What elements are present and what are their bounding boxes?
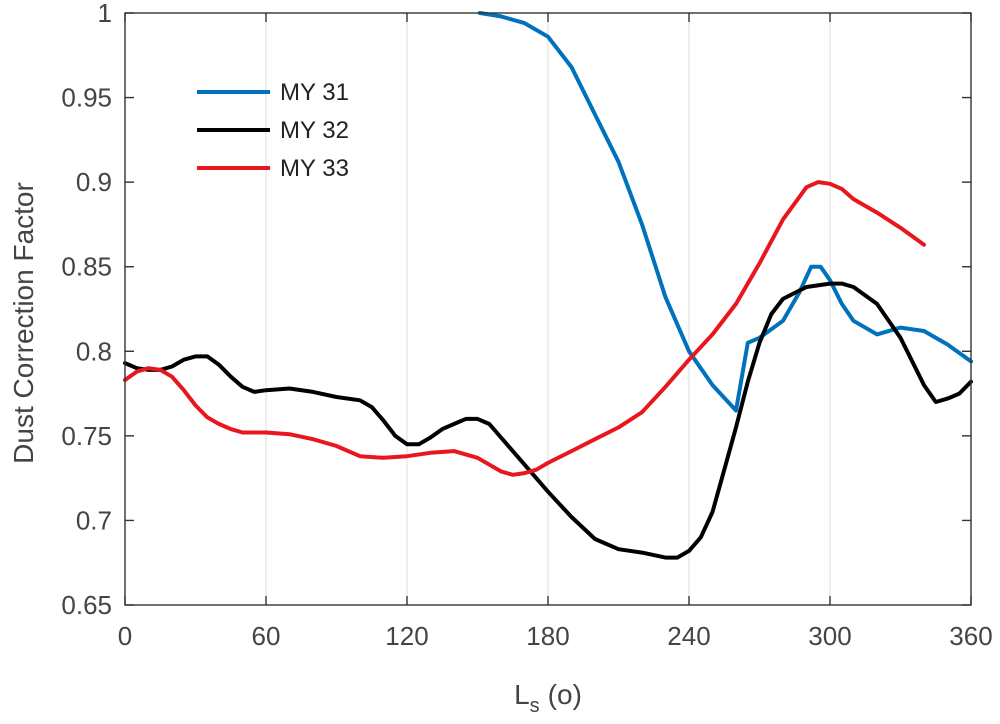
- x-axis-title-unit: (o): [548, 679, 582, 710]
- series-line-my-31: [477, 11, 973, 413]
- x-axis-title-main: L: [514, 679, 530, 710]
- legend-label-my-31: MY 31: [280, 79, 349, 106]
- x-tick-label: 0: [118, 621, 132, 651]
- y-tick-label: 0.9: [76, 167, 112, 197]
- y-tick-label: 0.85: [61, 252, 112, 282]
- y-tick-label: 0.95: [61, 83, 112, 113]
- series-lines: [123, 11, 973, 560]
- legend: MY 31 MY 32 MY 33: [197, 79, 349, 182]
- y-tick-labels: 0.65 0.7 0.75 0.8 0.85 0.9 0.95 1: [61, 0, 112, 620]
- series-line-my-32: [123, 281, 973, 560]
- x-tick-label: 360: [949, 621, 992, 651]
- x-tick-labels: 0 60 120 180 240 300 360: [118, 621, 993, 651]
- legend-label-my-33: MY 33: [280, 155, 349, 182]
- x-axis-title-subscript: s: [530, 695, 540, 717]
- vertical-grid: [265, 13, 831, 605]
- y-tick-label: 0.7: [76, 505, 112, 535]
- x-tick-label: 300: [808, 621, 851, 651]
- x-axis-title: Ls (o): [514, 679, 582, 717]
- y-axis-title: Dust Correction Factor: [8, 182, 39, 464]
- x-tick-label: 120: [385, 621, 428, 651]
- y-tick-label: 0.75: [61, 421, 112, 451]
- x-tick-label: 180: [526, 621, 569, 651]
- series-line-my-33: [123, 180, 926, 477]
- y-tick-label: 0.8: [76, 336, 112, 366]
- y-tick-label: 0.65: [61, 590, 112, 620]
- y-tick-label: 1: [98, 0, 112, 28]
- x-tick-label: 240: [667, 621, 710, 651]
- x-tick-label: 60: [252, 621, 281, 651]
- axis-ticks: [124, 12, 972, 606]
- legend-label-my-32: MY 32: [280, 117, 349, 144]
